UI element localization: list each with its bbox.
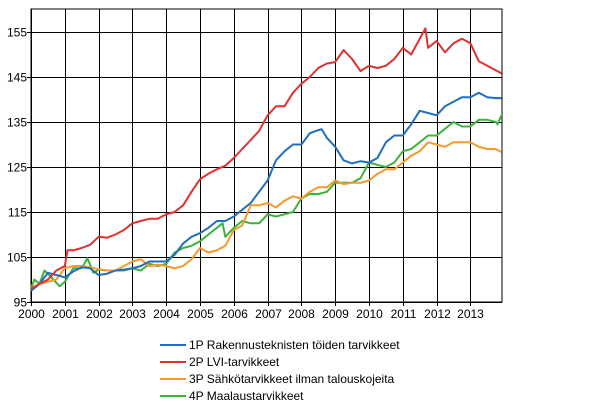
legend-swatch: [160, 360, 186, 363]
legend-label: 1P Rakennusteknisten töiden tarvikkeet: [189, 337, 400, 352]
x-tick-label: 2013: [457, 307, 484, 321]
x-tick-label: 2003: [119, 307, 146, 321]
x-tick-label: 2012: [424, 307, 451, 321]
legend-item: 2P LVI-tarvikkeet: [160, 353, 400, 370]
x-tick-label: 2008: [288, 307, 315, 321]
legend-item: 3P Sähkötarvikkeet ilman talouskojeita: [160, 370, 400, 387]
series-line-1: [30, 91, 502, 292]
y-tick-label: 155: [7, 26, 27, 40]
y-tick-label: 95: [14, 296, 28, 310]
legend-label: 4P Maalaustarvikkeet: [189, 388, 304, 403]
y-axis: 95 105 115 125 135 145 155: [7, 26, 27, 310]
x-tick-label: 2011: [391, 307, 417, 321]
x-tick-label: 2005: [187, 307, 214, 321]
series-lines: [30, 27, 503, 292]
plot-frame: [30, 8, 503, 303]
series-line-2: [30, 27, 502, 290]
x-tick-label: 2001: [52, 307, 79, 321]
x-tick-label: 2010: [356, 307, 383, 321]
legend-swatch: [160, 377, 186, 380]
x-tick-label: 2000: [18, 307, 45, 321]
y-tick-label: 105: [7, 251, 27, 265]
x-tick-label: 2009: [322, 307, 349, 321]
series-line-3: [30, 141, 502, 290]
series-line-4: [30, 114, 503, 289]
legend-label: 2P LVI-tarvikkeet: [189, 354, 280, 369]
y-tick-label: 145: [7, 71, 27, 85]
legend-label: 3P Sähkötarvikkeet ilman talouskojeita: [189, 371, 395, 386]
legend-item: 4P Maalaustarvikkeet: [160, 387, 400, 404]
y-tick-label: 125: [7, 161, 27, 175]
grid: [27, 8, 503, 306]
y-tick-label: 115: [8, 206, 27, 220]
x-axis: 2000 2001 2002 2003 2004 2005 2006 2007 2008 2009…: [18, 307, 484, 321]
legend-item: 1P Rakennusteknisten töiden tarvikkeet: [160, 336, 400, 353]
legend-swatch: [160, 394, 186, 397]
x-tick-label: 2007: [255, 307, 282, 321]
x-tick-label: 2002: [86, 307, 113, 321]
x-tick-label: 2006: [221, 307, 248, 321]
legend-swatch: [160, 343, 186, 346]
x-tick-label: 2004: [153, 307, 180, 321]
y-tick-label: 135: [7, 116, 27, 130]
legend: 1P Rakennusteknisten töiden tarvikkeet 2P…: [160, 336, 400, 404]
